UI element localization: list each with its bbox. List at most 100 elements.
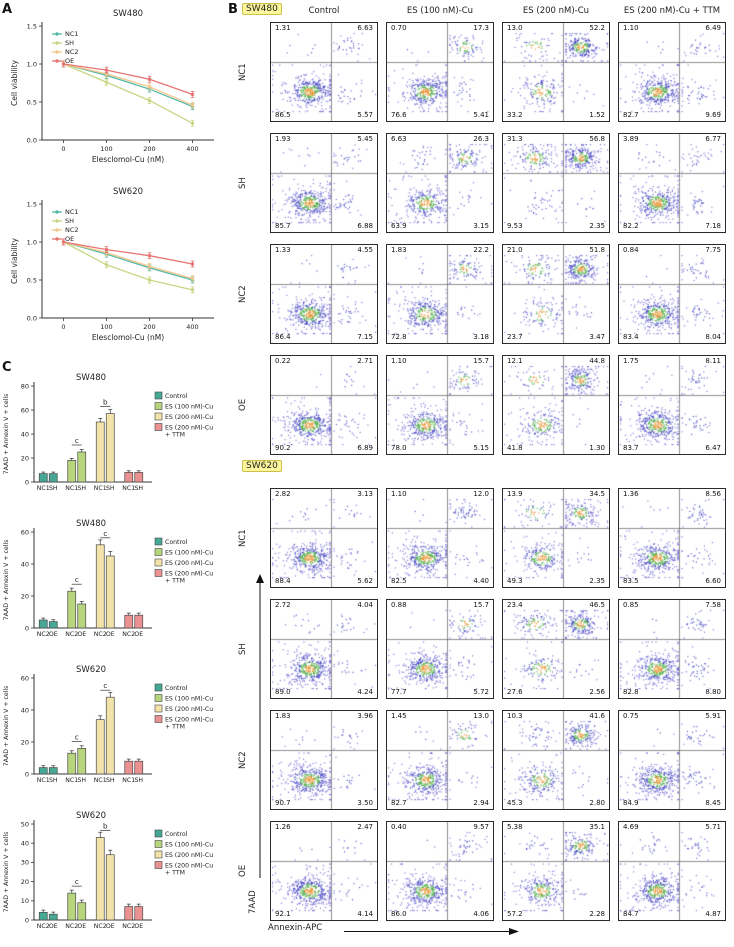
quadrant-value: 4.55 (357, 246, 373, 254)
legend-swatch (154, 715, 163, 723)
quadrant-value: 86.0 (391, 910, 407, 918)
significance-letter: c (103, 530, 107, 538)
data-point (61, 62, 66, 66)
quadrant-value: 4.06 (473, 910, 489, 918)
quadrant-value: 1.45 (391, 712, 407, 720)
series-line (63, 241, 193, 280)
flow-plot: 1.75 8.11 83.7 6.47 (618, 355, 726, 455)
flow-scatter-canvas (619, 23, 725, 121)
x-tick-label: OE (106, 631, 115, 638)
y-tick-label: 60 (21, 528, 29, 536)
flow-scatter-canvas (387, 600, 493, 698)
quadrant-value: 6.89 (357, 444, 373, 452)
quadrant-value: 5.62 (357, 577, 373, 585)
viability-chart-sw620: SW620 Cell viability Elesclomol-Cu (nM) 0.0… (8, 182, 226, 358)
quadrant-value: 23.7 (507, 333, 523, 341)
bar (48, 767, 58, 775)
quadrant-value: 82.5 (391, 577, 407, 585)
7aad-axis-arrow (256, 574, 264, 878)
y-tick-label: 0 (25, 478, 29, 486)
flow-scatter-canvas (387, 23, 493, 121)
quadrant-value: 9.57 (473, 823, 489, 831)
legend-label: ES (100 nM)-Cu (165, 842, 213, 849)
bar (38, 767, 48, 775)
quadrant-value: 5.71 (705, 823, 721, 831)
legend-label: SH (65, 39, 74, 47)
quadrant-value: 0.40 (391, 823, 407, 831)
significance-letter: c (75, 576, 79, 584)
y-tick-label: 50 (21, 820, 29, 828)
x-tick-label: OE (49, 631, 58, 638)
flow-plot: 0.22 2.71 90.2 6.89 (270, 355, 378, 455)
x-tick-label: SH (134, 485, 143, 492)
data-point (147, 98, 152, 103)
quadrant-value: 15.7 (473, 357, 489, 365)
quadrant-value: 0.88 (391, 601, 407, 609)
data-point (190, 288, 195, 292)
quadrant-value: 84.7 (623, 910, 639, 918)
flow-scatter-canvas (503, 23, 609, 121)
quadrant-value: 84.9 (623, 799, 639, 807)
quadrant-value: 0.84 (623, 246, 639, 254)
annexin-axis-label: Annexin-APC (268, 923, 323, 933)
significance-letter: c (75, 437, 79, 445)
x-axis-label: Elesclomol-Cu (nM) (92, 333, 164, 342)
flow-scatter-canvas (619, 356, 725, 454)
quadrant-value: 1.31 (275, 24, 291, 32)
bar (124, 906, 134, 921)
legend-label: SH (65, 217, 74, 225)
series-line (63, 63, 193, 106)
flow-row-label: NC1 (238, 63, 248, 81)
chart-title: SW480 (113, 9, 143, 19)
panel-b-label: B (228, 2, 238, 17)
flow-plot: 1.33 4.55 86.4 7.15 (270, 244, 378, 344)
apoptosis-chart-sw620-nc2-oe: SW620 7AAD + Annexin V + cells 0 10 20 30 40 50… (0, 808, 228, 947)
flow-plot: 12.1 44.8 41.8 1.30 (502, 355, 610, 455)
quadrant-value: 3.13 (357, 490, 373, 498)
legend-swatch (154, 402, 163, 410)
y-tick-label: 0 (25, 916, 29, 924)
quadrant-value: 78.0 (391, 444, 407, 452)
quadrant-value: 90.2 (275, 444, 291, 452)
flow-scatter-canvas (387, 822, 493, 920)
quadrant-value: 82.8 (623, 688, 639, 696)
quadrant-value: 45.3 (507, 799, 523, 807)
cell-line-badge: SW620 (242, 460, 282, 472)
flow-plot: 1.26 2.47 92.1 4.14 (270, 821, 378, 921)
flow-plot: 1.83 22.2 72.8 3.18 (386, 244, 494, 344)
flow-scatter-canvas (387, 711, 493, 809)
flow-scatter-canvas (271, 600, 377, 698)
x-tick-label: SH (77, 485, 86, 492)
series-line (63, 63, 193, 108)
series-line (63, 241, 193, 291)
quadrant-value: 90.7 (275, 799, 291, 807)
quadrant-value: 5.72 (473, 688, 489, 696)
y-tick-label: 0.5 (27, 98, 37, 106)
y-tick-label: 20 (21, 592, 29, 600)
apoptosis-chart-sw620-nc1-sh: SW620 7AAD + Annexin V + cells 0 20 40 60 NC1 S… (0, 662, 228, 808)
legend-marker (55, 50, 59, 54)
data-point (147, 264, 152, 269)
quadrant-value: 6.47 (705, 444, 721, 452)
y-tick-label: 1.0 (27, 238, 37, 246)
chart-title: SW620 (76, 811, 106, 821)
quadrant-value: 9.53 (507, 222, 523, 230)
7aad-axis-label: 7AAD (248, 890, 258, 914)
quadrant-value: 3.15 (473, 222, 489, 230)
flow-col-header: ES (200 nM)-Cu + TTM (623, 6, 721, 16)
data-point (190, 121, 195, 125)
legend-label: ES (200 nM)-Cu (165, 571, 213, 578)
data-point (190, 276, 195, 281)
quadrant-value: 83.7 (623, 444, 639, 452)
quadrant-value: 76.6 (391, 111, 407, 119)
legend-marker (55, 210, 59, 214)
bar (77, 451, 87, 483)
quadrant-value: 51.8 (589, 246, 605, 254)
legend-label: + TTM (165, 578, 185, 585)
flow-scatter-canvas (387, 489, 493, 587)
quadrant-value: 34.5 (589, 490, 605, 498)
quadrant-value: 1.75 (623, 357, 639, 365)
y-tick-label: 30 (21, 859, 29, 867)
flow-row-label: SH (238, 643, 248, 655)
